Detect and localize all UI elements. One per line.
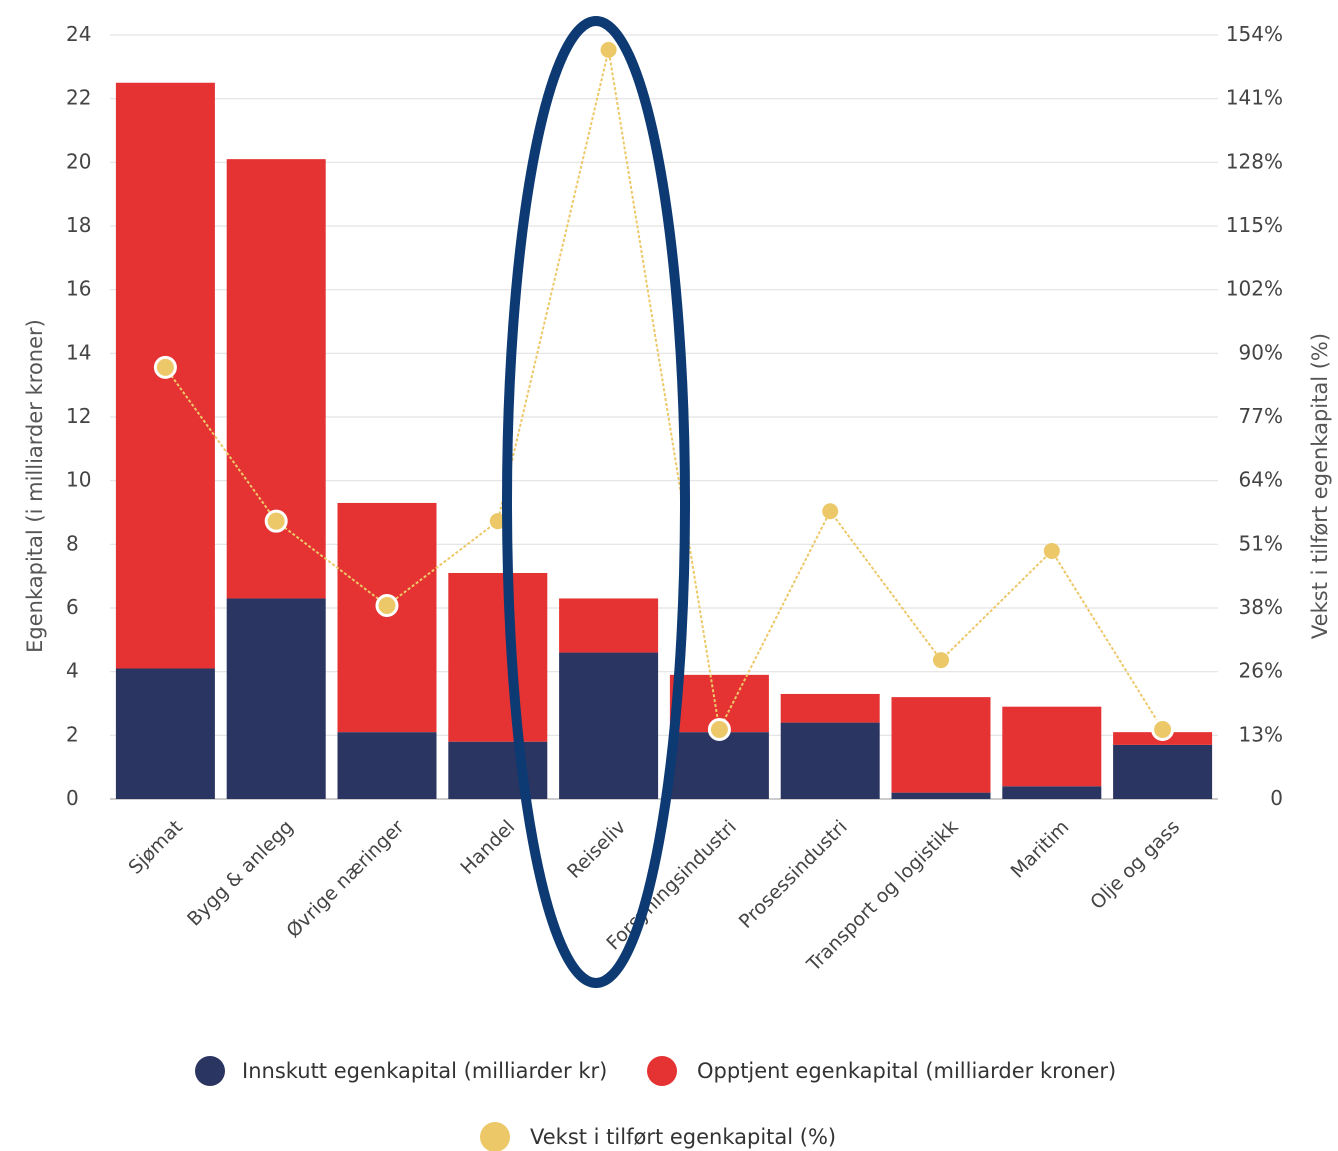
x-tick-label: Handel [456, 816, 519, 879]
bar-innskutt [337, 732, 437, 799]
x-tick-label: Sjømat [124, 816, 187, 879]
y-tick-label: 4 [66, 659, 79, 683]
y-tick-label: 2 [66, 722, 79, 746]
y-tick-label: 0 [66, 786, 79, 810]
y-right-tick-label: 26% [1239, 659, 1283, 683]
bar-opptjent [448, 572, 548, 742]
right-axis-ticks: 0 13% 26% 38% 51% 64% 77% 90% 102% 115% 128% 141% 15… [1226, 22, 1283, 810]
bar-opptjent [559, 598, 659, 653]
y-tick-label: 8 [66, 531, 79, 555]
y-right-tick-label: 13% [1239, 722, 1283, 746]
highlight-ellipse [502, 16, 690, 988]
bar-opptjent [891, 697, 991, 793]
growth-point [264, 509, 288, 533]
y-tick-label: 12 [66, 404, 91, 428]
x-tick-label: Bygg & anlegg [183, 816, 298, 931]
y-right-tick-label: 115% [1226, 213, 1283, 237]
legend-label-opptjent: Opptjent egenkapital (milliarder kroner) [697, 1059, 1116, 1083]
y-tick-label: 16 [66, 277, 91, 301]
bar-innskutt [448, 741, 548, 799]
y-axis-title: Egenkapital (i milliarder kroner) [23, 319, 47, 653]
x-tick-label: Maritim [1007, 816, 1074, 883]
growth-point [153, 355, 177, 379]
y-tick-label: 14 [66, 340, 91, 364]
bar-innskutt [780, 722, 880, 799]
bar-innskutt [1002, 786, 1102, 799]
bar-opptjent [337, 502, 437, 733]
legend: Innskutt egenkapital (milliarder kr) Opp… [195, 1056, 1116, 1151]
y-right-tick-label: 0 [1270, 786, 1283, 810]
y-right-tick-label: 154% [1226, 22, 1283, 46]
y-tick-label: 20 [66, 149, 91, 173]
growth-point [707, 718, 731, 742]
growth-point [489, 513, 506, 530]
bar-innskutt [559, 652, 659, 799]
bar-opptjent [780, 693, 880, 723]
y-axis-right-title: Vekst i tilført egenkapital (%) [1308, 333, 1332, 639]
bar-innskutt [226, 598, 326, 799]
legend-swatch-innskutt [195, 1056, 225, 1086]
legend-label-vekst: Vekst i tilført egenkapital (%) [530, 1125, 836, 1149]
growth-point [375, 594, 399, 618]
y-tick-label: 22 [66, 86, 91, 110]
y-right-tick-label: 64% [1239, 468, 1283, 492]
y-tick-label: 24 [66, 22, 91, 46]
y-right-tick-label: 77% [1239, 404, 1283, 428]
x-tick-label: Prosessindustri [735, 816, 852, 933]
bar-innskutt [115, 668, 215, 799]
y-right-tick-label: 102% [1226, 277, 1283, 301]
growth-point [933, 652, 949, 669]
bar-innskutt [669, 732, 769, 799]
y-right-tick-label: 141% [1226, 86, 1283, 110]
bar-opptjent [1002, 706, 1102, 787]
growth-point [822, 503, 839, 520]
growth-line [153, 41, 1175, 742]
growth-point [600, 41, 617, 58]
growth-line-path [164, 49, 1164, 733]
legend-swatch-vekst [480, 1122, 510, 1151]
y-tick-label: 10 [66, 468, 91, 492]
y-right-tick-label: 38% [1239, 595, 1283, 619]
x-tick-label: Øvrige næringer [282, 816, 408, 942]
y-right-tick-label: 51% [1239, 531, 1283, 555]
y-tick-label: 6 [66, 595, 79, 619]
bar-innskutt [891, 792, 991, 799]
x-tick-label: Olje og gass [1086, 816, 1184, 914]
x-tick-label: Reiseliv [563, 816, 630, 883]
legend-swatch-opptjent [647, 1056, 677, 1086]
y-tick-label: 18 [66, 213, 91, 237]
legend-label-innskutt: Innskutt egenkapital (milliarder kr) [242, 1059, 607, 1083]
growth-point [1043, 542, 1060, 559]
growth-point [1151, 718, 1175, 742]
y-right-tick-label: 90% [1239, 340, 1283, 364]
y-right-tick-label: 128% [1226, 149, 1283, 173]
bar-innskutt [1113, 744, 1213, 799]
